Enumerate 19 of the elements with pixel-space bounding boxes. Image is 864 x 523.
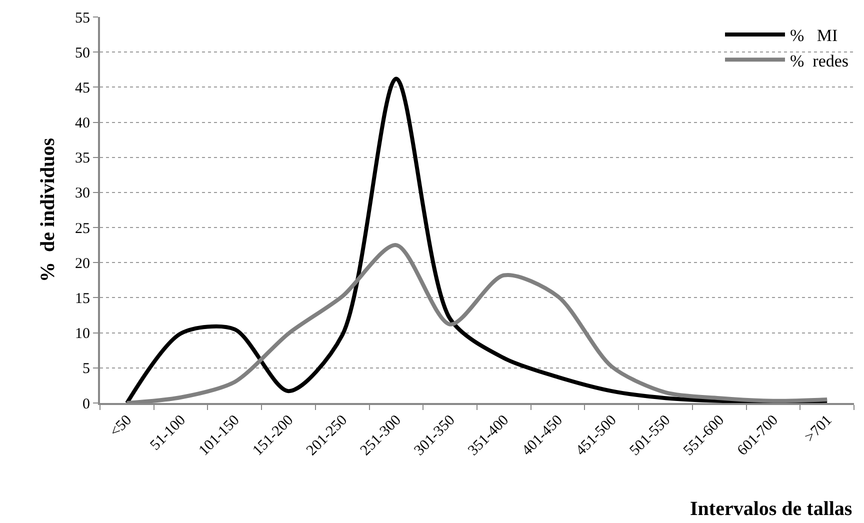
y-tick-label: 20 [75, 256, 90, 272]
x-axis-title: Intervalos de tallas [690, 498, 852, 520]
y-tick-label: 40 [75, 116, 90, 132]
x-tick-label: <50 [107, 412, 136, 440]
y-tick-label: 50 [75, 45, 90, 62]
legend-label: % redes [790, 51, 849, 70]
y-tick-label: 25 [75, 220, 90, 237]
line-series [124, 76, 830, 403]
y-tick-label: 10 [75, 326, 90, 342]
y-tick-label: 30 [75, 186, 90, 202]
y-tick-label: 5 [82, 361, 90, 378]
y-tick-label: 35 [75, 150, 90, 167]
y-tick-label: 0 [82, 396, 90, 412]
y-axis-title: % de individuos [37, 138, 59, 282]
x-tick-label: >701 [802, 412, 836, 446]
y-tick-label: 45 [75, 80, 90, 96]
y-tick-label: 55 [75, 10, 90, 26]
y-tick-label: 15 [75, 290, 90, 307]
legend-label: % MI [790, 26, 838, 46]
